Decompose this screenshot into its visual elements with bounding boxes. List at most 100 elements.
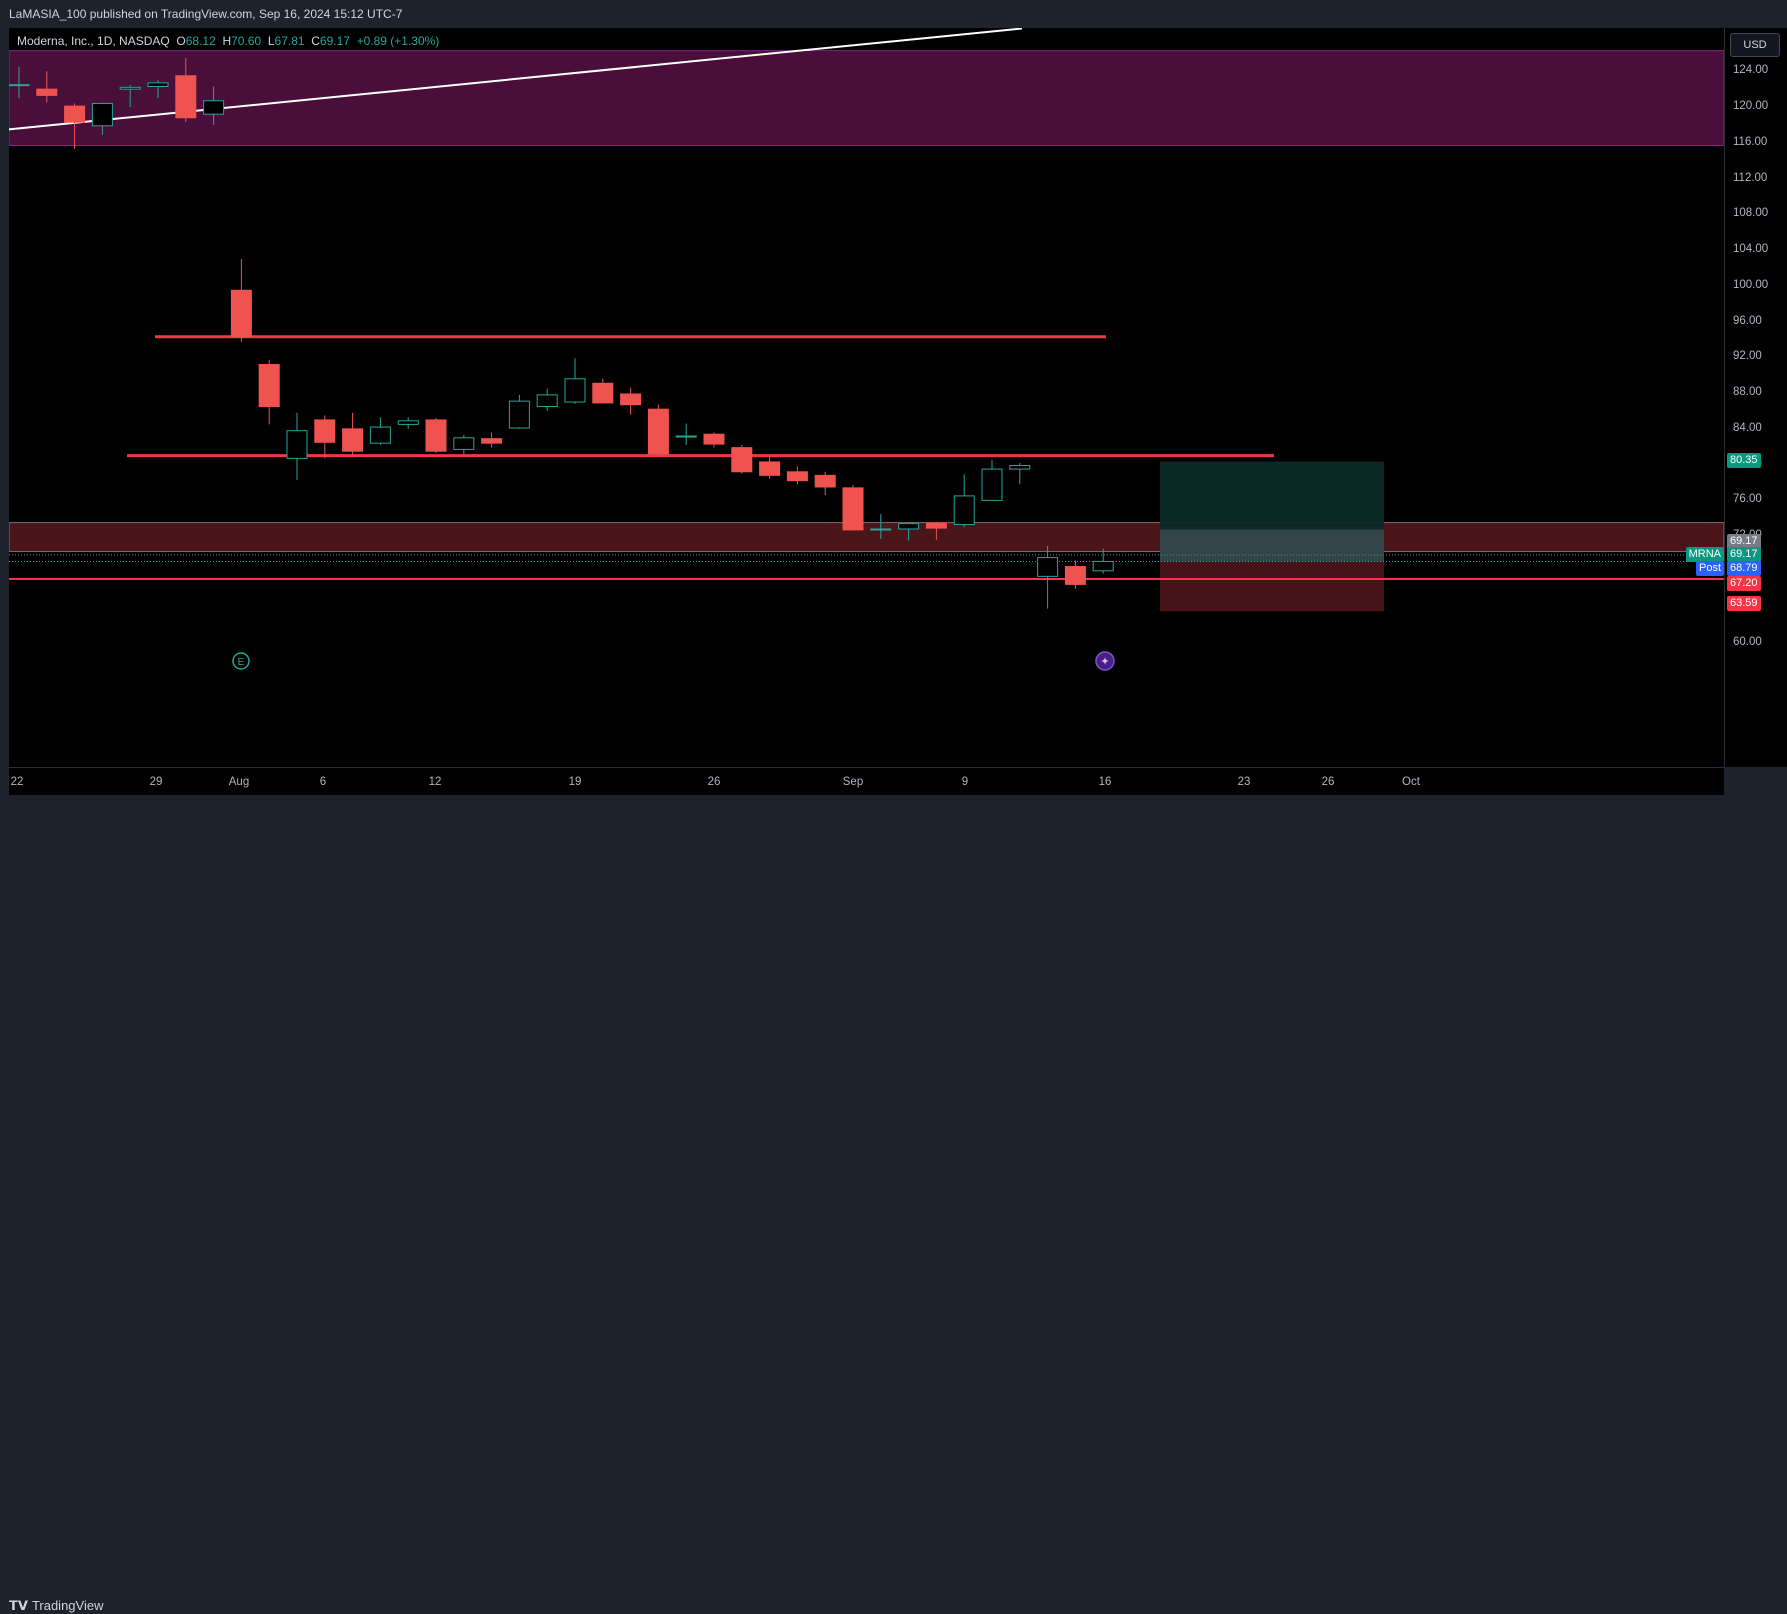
candle-body [203,100,225,115]
price-tick: 100.00 [1733,278,1769,291]
candle-body [175,75,197,119]
tv-logo-icon: 𝗧𝗩 [9,1598,28,1613]
tradingview-logo[interactable]: 𝗧𝗩 TradingView [9,1598,103,1614]
currency-button[interactable]: USD [1730,33,1780,57]
legend-low-label: L [267,34,275,48]
position-profit-zone [1160,461,1384,562]
price-tick: 116.00 [1733,135,1768,148]
candle-body [1037,557,1059,577]
price-tick: 92.00 [1733,350,1762,363]
time-tick: 23 [1237,776,1251,788]
candle-body [508,400,530,429]
last-price-tag: 69.17 [1727,546,1761,562]
legend-low-value: 67.81 [274,34,305,48]
price-axis[interactable]: 124.00 120.00 116.00 112.00 108.00 104.00 100.… [1724,28,1787,767]
candle-body [647,408,669,455]
candle-body [814,474,836,488]
candle-body [536,394,558,408]
time-tick: Aug [228,776,250,788]
candle-body [786,471,808,482]
legend-open-value: 68.12 [185,34,216,48]
candle-body [1064,566,1086,585]
candle-body [870,528,892,531]
candle-body [981,468,1003,501]
candle-body [481,438,503,444]
earnings-marker-label: E [238,657,245,668]
candle-body [898,523,920,530]
time-tick: 22 [10,776,24,788]
publish-bar: LaMASIA_100 published on TradingView.com… [0,0,1787,28]
time-tick: 26 [1321,776,1335,788]
time-tick: Oct [1402,776,1420,788]
candle-body [425,419,447,452]
candle-body [342,428,364,452]
candle-body [703,433,725,445]
legend-close-value: 69.17 [319,34,350,48]
candle-body [453,437,475,450]
event-icon [1095,651,1115,671]
symbol-name-tag: MRNA [1685,546,1724,562]
price-tick: 84.00 [1733,421,1762,434]
candle-body [1092,560,1114,572]
legend-change: +0.89 (+1.30%) [356,34,440,48]
legend-open-label: O [176,34,186,48]
time-tick: 16 [1098,776,1112,788]
time-tick: 19 [568,776,582,788]
target-price-tag: 80.35 [1727,453,1761,469]
candle-body [592,382,614,404]
candle-body [119,86,141,90]
publish-text: LaMASIA_100 published on TradingView.com… [9,7,403,21]
candle-body [1009,465,1031,470]
candle-body [9,84,30,87]
legend-high-value: 70.60 [231,34,262,48]
time-tick: 6 [319,776,327,788]
tv-logo-text: TradingView [31,1598,104,1613]
support-zone [9,522,1724,552]
candle-body [925,522,947,529]
price-tick: 124.00 [1733,64,1769,77]
legend-high-label: H [222,34,232,48]
post-price-tag: 68.79 [1727,561,1761,577]
price-tick: 112.00 [1733,171,1768,184]
legend-symbol: Moderna, Inc., 1D, NASDAQ [17,34,170,48]
candle-body [258,363,280,408]
candle-body [842,487,864,531]
time-tick: 12 [428,776,442,788]
candle-body [36,88,58,96]
price-tick: 108.00 [1733,207,1769,220]
resistance-zone [9,50,1724,146]
chart-area[interactable]: E ✦ [9,28,1724,767]
time-tick: Sep [842,776,864,788]
earnings-marker [232,652,250,670]
symbol-legend: Moderna, Inc., 1D, NASDAQ O68.12 H70.60 … [17,34,439,48]
position-entry-shade [1160,529,1384,562]
candle-body [286,430,308,459]
price-tick: 88.00 [1733,386,1762,399]
price-tick: 76.00 [1733,493,1762,506]
candlestick-chart[interactable]: E ✦ [9,28,1724,767]
footer-bar: 𝗧𝗩 TradingView [0,795,1787,1613]
candle-body [230,289,252,338]
legend-close-label: C [311,34,320,48]
time-tick: 9 [961,776,969,788]
candle-body [564,378,586,403]
candle-body [759,461,781,476]
price-tick: 96.00 [1733,314,1762,327]
price-tick: 104.00 [1733,243,1769,256]
post-label-tag: Post [1695,561,1724,577]
time-tick: 29 [149,776,163,788]
candle-body [731,447,753,473]
candle-body [147,82,169,87]
candle-body [64,105,86,123]
candle-body [314,419,336,443]
price-tick: 60.00 [1733,636,1762,649]
time-tick: 26 [707,776,721,788]
prev-close-tag: 69.17 [1727,534,1761,550]
candle-body [675,435,697,438]
stop-price-tag: 63.59 [1727,596,1761,612]
candle-body [953,495,975,526]
time-axis[interactable]: 22 29 Aug 6 12 19 26 Sep 9 16 23 26 Oct [9,767,1724,796]
candle-body [397,420,419,425]
event-icon-glyph: ✦ [1100,655,1109,668]
price-tick: 120.00 [1733,100,1769,113]
